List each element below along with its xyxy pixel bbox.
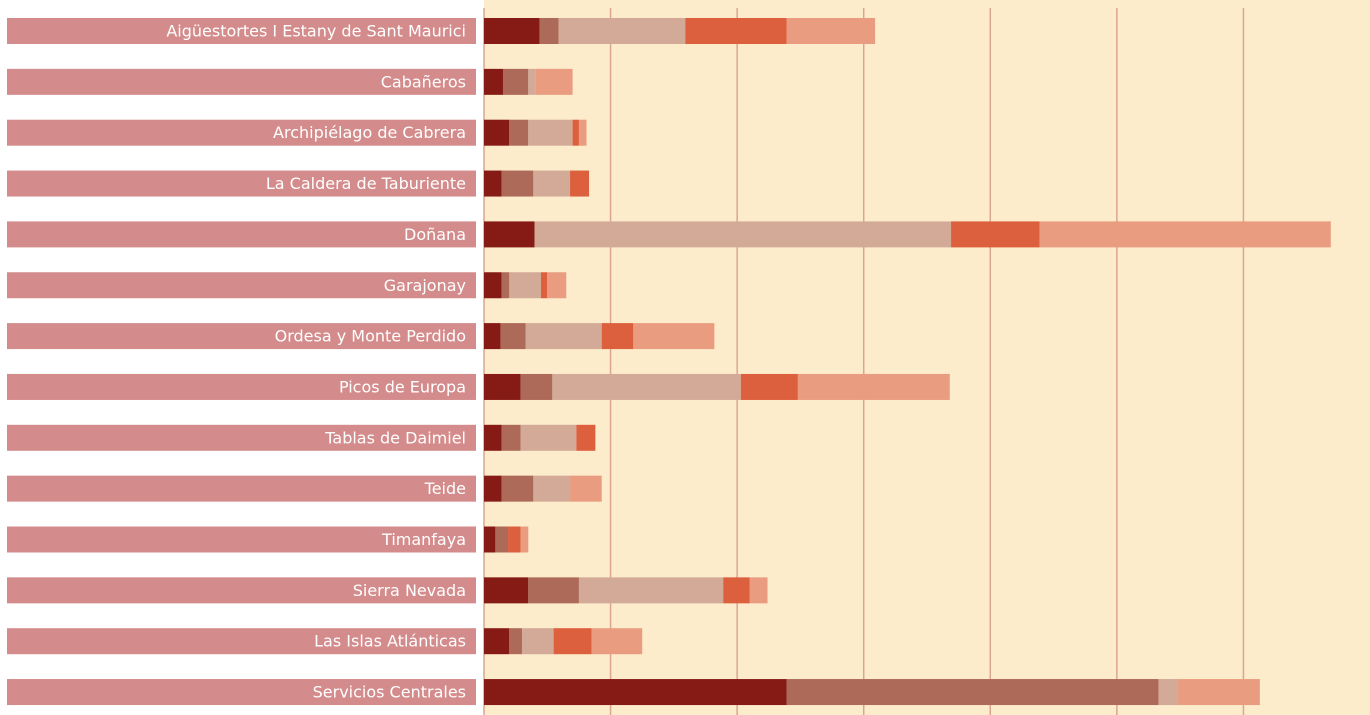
bar-segment — [576, 424, 596, 451]
bar-segment — [484, 424, 502, 451]
category-label: Las Islas Atlánticas — [314, 632, 466, 651]
category-label: Timanfaya — [381, 530, 466, 549]
category-label: La Caldera de Taburiente — [266, 174, 466, 193]
bar-segment — [740, 373, 798, 400]
category-label-bar — [7, 18, 476, 44]
category-label-bar — [7, 679, 476, 706]
bar-segment — [535, 68, 573, 95]
bar-segment — [484, 119, 510, 146]
plot-background — [484, 0, 1370, 715]
bar-segment — [1039, 221, 1331, 248]
category-label-bar — [7, 424, 476, 451]
bar-segment — [786, 18, 876, 44]
bar-segment — [528, 68, 536, 95]
category-label: Ordesa y Monte Perdido — [275, 327, 466, 346]
category-label: Cabañeros — [381, 72, 466, 91]
category-label-bar — [7, 119, 476, 146]
category-label: Garajonay — [384, 276, 466, 295]
bar-segment — [484, 68, 503, 95]
bar-segment — [484, 18, 540, 44]
bar-segment — [520, 373, 553, 400]
category-label: Teide — [424, 479, 466, 498]
bar-segment — [749, 577, 768, 604]
bar-segment — [484, 323, 501, 350]
category-label: Aigüestortes I Estany de Sant Maurici — [166, 22, 466, 41]
bar-segment — [484, 679, 787, 706]
bar-segment — [552, 373, 741, 400]
bar-segment — [547, 272, 567, 299]
bar-segment — [572, 119, 579, 146]
category-label: Sierra Nevada — [353, 581, 466, 600]
bar-segment — [484, 170, 502, 197]
bar-segment — [1177, 679, 1260, 706]
bar-segment — [484, 475, 502, 502]
bar-segment — [484, 373, 521, 400]
bar-segment — [570, 475, 602, 502]
category-label: Doñana — [404, 225, 466, 244]
bar-segment — [484, 628, 510, 655]
bar-segment — [525, 323, 602, 350]
bar-segment — [484, 221, 535, 248]
category-label: Picos de Europa — [339, 377, 466, 396]
bar-segment — [508, 526, 521, 553]
bar-segment — [570, 170, 590, 197]
bar-segment — [509, 272, 541, 299]
bar-segment — [528, 577, 579, 604]
category-label-bar — [7, 373, 476, 400]
category-label-bar — [7, 526, 476, 553]
category-label-bar — [7, 68, 476, 95]
bar-segment — [528, 119, 573, 146]
bar-segment — [509, 119, 529, 146]
bar-segment — [520, 526, 529, 553]
bar-segment — [633, 323, 715, 350]
bar-segment — [1158, 679, 1178, 706]
bar-segment — [533, 475, 571, 502]
bar-segment — [553, 628, 592, 655]
category-label: Tablas de Daimiel — [324, 428, 466, 447]
bar-segment — [578, 577, 724, 604]
category-label-bar — [7, 323, 476, 350]
bar-segment — [601, 323, 634, 350]
bar-segment — [797, 373, 950, 400]
bar-segment — [521, 628, 554, 655]
category-label: Servicios Centrales — [313, 683, 466, 702]
category-label-bar — [7, 475, 476, 502]
category-label: Archipiélago de Cabrera — [273, 123, 466, 142]
bar-segment — [723, 577, 750, 604]
bar-segment — [501, 170, 534, 197]
bar-segment — [534, 221, 952, 248]
category-label-bar — [7, 221, 476, 248]
bar-segment — [578, 119, 587, 146]
category-label-bar — [7, 628, 476, 655]
bar-segment — [484, 526, 496, 553]
bar-segment — [539, 18, 559, 44]
bar-segment — [685, 18, 787, 44]
bar-segment — [951, 221, 1040, 248]
bar-segment — [500, 323, 526, 350]
bar-segment — [495, 526, 509, 553]
bar-segment — [501, 272, 510, 299]
bar-segment — [540, 272, 548, 299]
bar-segment — [501, 475, 534, 502]
bar-segment — [501, 424, 521, 451]
bar-segment — [786, 679, 1159, 706]
category-label-bar — [7, 577, 476, 604]
bar-segment — [484, 272, 502, 299]
bar-segment — [591, 628, 643, 655]
bar-segment — [484, 577, 529, 604]
category-label-bar — [7, 170, 476, 197]
bar-segment — [520, 424, 577, 451]
bar-segment — [502, 68, 529, 95]
bar-segment — [533, 170, 571, 197]
bar-segment — [509, 628, 522, 655]
category-label-bar — [7, 272, 476, 299]
bar-segment — [558, 18, 686, 44]
